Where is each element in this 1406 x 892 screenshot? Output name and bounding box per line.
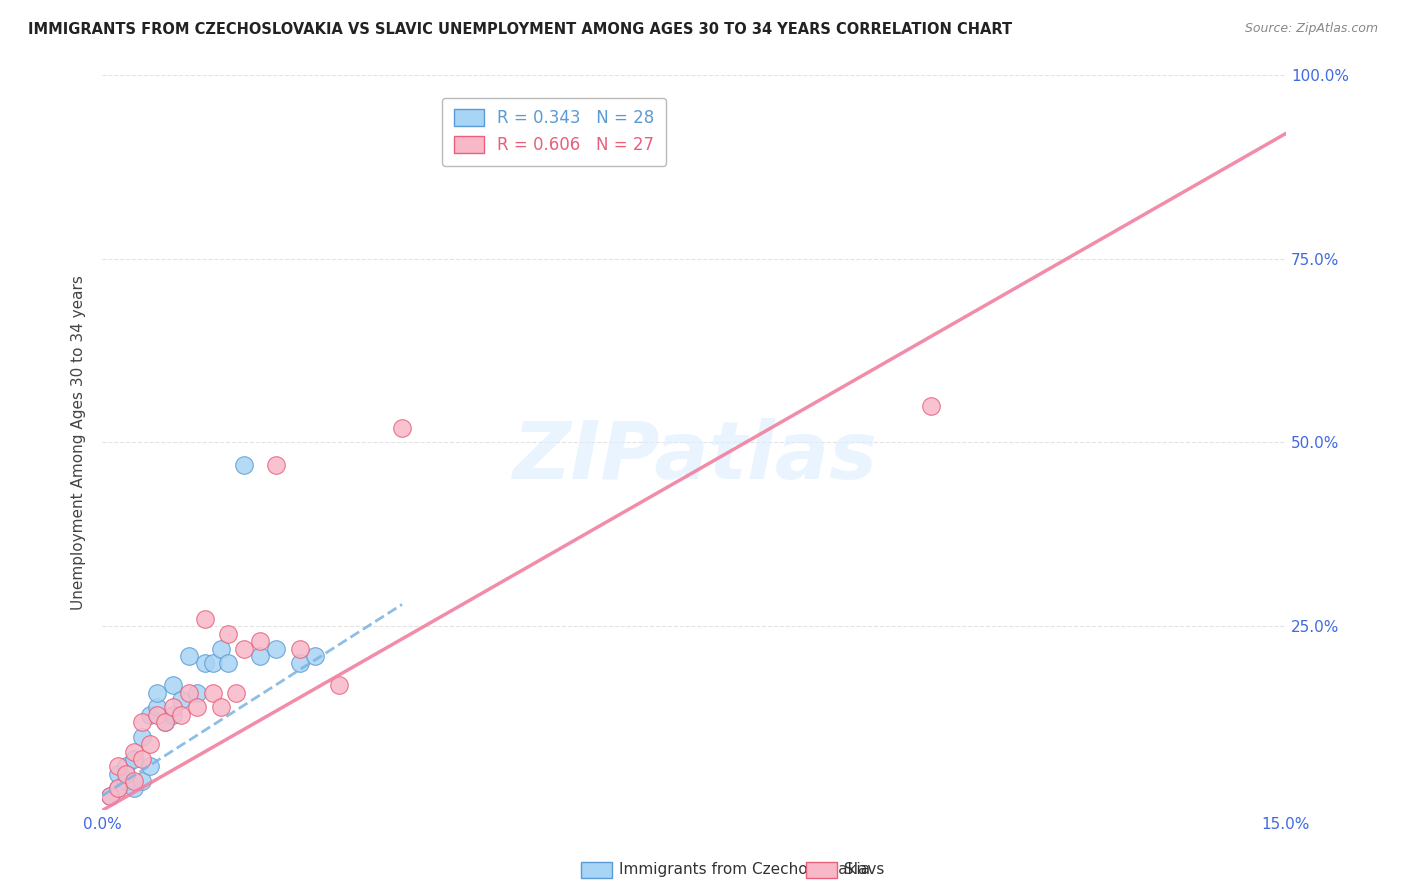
Point [98,789,121,803]
Point [170,693,193,707]
Point [155,715,177,730]
Point [233,641,256,656]
Point [155,715,177,730]
Text: ZIPatlas: ZIPatlas [512,418,876,496]
Point [201,657,224,671]
Point [264,458,287,472]
Point [131,752,153,766]
Point [218,627,240,641]
Point [122,752,145,766]
Point [107,781,129,796]
Point [209,700,232,714]
Text: IMMIGRANTS FROM CZECHOSLOVAKIA VS SLAVIC UNEMPLOYMENT AMONG AGES 30 TO 34 YEARS : IMMIGRANTS FROM CZECHOSLOVAKIA VS SLAVIC… [28,22,1012,37]
Point [186,700,208,714]
Point [131,774,153,789]
Point [98,789,121,803]
Point [162,678,184,692]
Point [304,648,326,663]
Point [131,730,153,744]
Point [162,707,184,722]
Point [146,707,169,722]
Point [115,774,138,789]
Point [107,759,129,773]
Point [138,737,160,751]
Point [288,657,311,671]
Point [138,707,160,722]
Point [138,759,160,773]
Point [194,657,217,671]
Text: Immigrants from Czechoslovakia: Immigrants from Czechoslovakia [619,863,870,877]
Point [391,421,413,435]
Point [218,657,240,671]
Point [264,641,287,656]
Point [115,759,138,773]
Point [249,648,271,663]
Point [201,686,224,700]
Point [177,686,200,700]
Point [146,700,169,714]
Point [177,648,200,663]
Point [122,745,145,759]
Point [146,686,169,700]
Point [194,612,217,626]
Point [186,686,208,700]
Point [162,700,184,714]
Point [209,641,232,656]
Point [920,399,942,413]
Point [249,634,271,648]
Point [328,678,350,692]
Point [107,781,129,796]
Point [107,766,129,780]
Legend: R = 0.343   N = 28, R = 0.606   N = 27: R = 0.343 N = 28, R = 0.606 N = 27 [441,97,666,166]
Point [131,715,153,730]
Point [122,781,145,796]
Point [233,458,256,472]
Text: Slavs: Slavs [844,863,884,877]
Point [170,707,193,722]
Point [288,641,311,656]
Point [122,774,145,789]
Point [115,766,138,780]
Text: Source: ZipAtlas.com: Source: ZipAtlas.com [1244,22,1378,36]
Y-axis label: Unemployment Among Ages 30 to 34 years: Unemployment Among Ages 30 to 34 years [72,275,86,610]
Point [225,686,247,700]
